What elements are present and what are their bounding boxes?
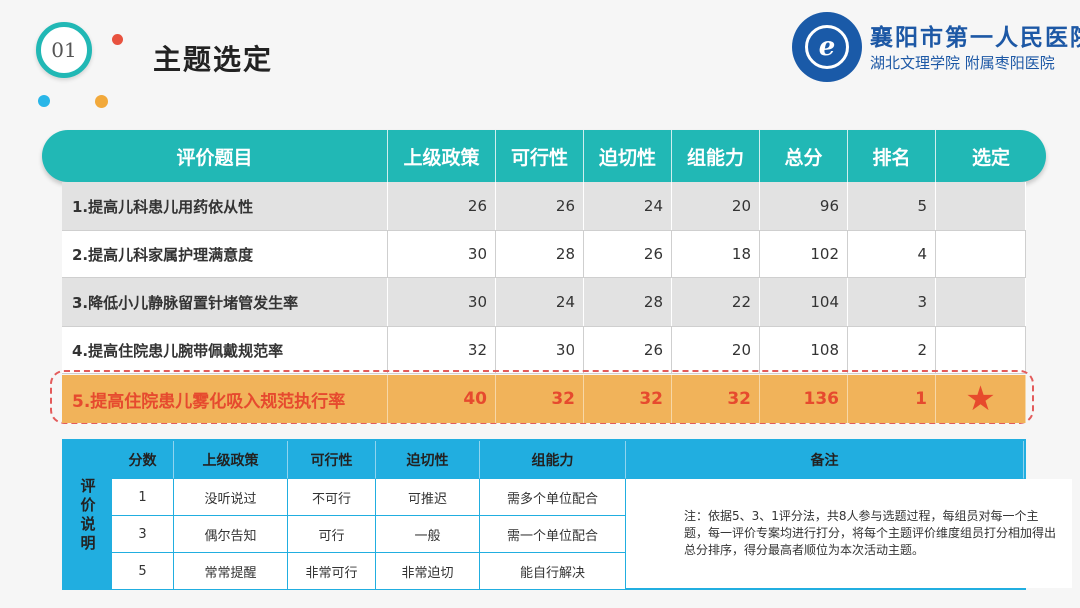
cell-policy: 32 [388,327,496,373]
cell-selected [936,231,1026,277]
legend-col-policy: 上级政策 [174,441,288,479]
evaluation-table-header: 评价题目 上级政策 可行性 迫切性 组能力 总分 排名 选定 [42,130,1046,182]
legend-policy: 没听说过 [174,479,288,516]
cell-rank: 4 [848,231,936,277]
page-title: 主题选定 [153,43,274,76]
cell-ability: 32 [672,375,760,423]
legend-score: 1 [112,479,174,516]
hospital-name: 襄阳市第一人民医院 [870,24,1080,51]
legend-urgency: 一般 [376,516,480,553]
section-number-badge: 01 [36,22,92,78]
cell-policy: 40 [388,375,496,423]
cell-selected [936,278,1026,326]
cell-urgency: 28 [584,278,672,326]
legend-row: 3 偶尔告知 可行 一般 需一个单位配合 [112,516,1024,553]
table-row: 1.提高儿科患儿用药依从性 26 26 24 20 96 5 [62,182,1026,230]
col-header-selected: 选定 [971,146,1010,169]
scoring-legend: 评 价 说 明 分数 上级政策 可行性 迫切性 组能力 备注 1 没听说过 不可… [62,439,1072,590]
evaluation-table: 评价题目 上级政策 可行性 迫切性 组能力 总分 排名 选定 1.提高儿科患儿用… [42,130,1046,374]
legend-urgency: 可推迟 [376,479,480,516]
decor-dot-orange [95,95,108,108]
cell-ability: 22 [672,278,760,326]
cell-rank: 3 [848,278,936,326]
section-number: 01 [51,38,77,62]
cell-feasibility: 30 [496,327,584,373]
table-row: 2.提高儿科家属护理满意度 30 28 26 18 102 4 [62,230,1026,278]
evaluation-table-body: 1.提高儿科患儿用药依从性 26 26 24 20 96 5 2.提高儿科家属护… [62,182,1026,374]
cell-policy: 26 [388,182,496,230]
cell-topic: 2.提高儿科家属护理满意度 [62,231,388,277]
legend-row: 1 没听说过 不可行 可推迟 需多个单位配合 [112,479,1024,516]
cell-total: 102 [760,231,848,277]
cell-urgency: 24 [584,182,672,230]
cell-topic: 4.提高住院患儿腕带佩戴规范率 [62,327,388,373]
col-header-topic: 评价题目 [42,130,388,182]
table-row: 3.降低小儿静脉留置针堵管发生率 30 24 28 22 104 3 [62,278,1026,326]
cell-total: 108 [760,327,848,373]
col-header-ability: 组能力 [672,130,760,182]
cell-rank: 5 [848,182,936,230]
cell-policy: 30 [388,278,496,326]
hospital-logo: e 襄阳市第一人民医院 湖北文理学院 附属枣阳医院 [792,12,1080,84]
cell-selected [936,182,1026,230]
legend-col-urgency: 迫切性 [376,441,480,479]
cell-feasibility: 26 [496,182,584,230]
legend-col-note: 备注 [626,441,1024,479]
legend-row: 5 常常提醒 非常可行 非常迫切 能自行解决 [112,553,1024,590]
cell-selected [936,327,1026,373]
cell-rank: 2 [848,327,936,373]
col-header-total: 总分 [760,130,848,182]
cell-topic: 1.提高儿科患儿用药依从性 [62,182,388,230]
cell-urgency: 26 [584,327,672,373]
legend-header-row: 分数 上级政策 可行性 迫切性 组能力 备注 [112,441,1024,479]
legend-side-label: 评 价 说 明 [64,441,112,588]
legend-score: 3 [112,516,174,553]
legend-policy: 偶尔告知 [174,516,288,553]
legend-feasibility: 可行 [288,516,376,553]
cell-feasibility: 24 [496,278,584,326]
legend-col-score: 分数 [112,441,174,479]
col-header-feasibility: 可行性 [496,130,584,182]
cell-topic: 5.提高住院患儿雾化吸入规范执行率 [62,375,388,423]
cell-total: 136 [760,375,848,423]
legend-policy: 常常提醒 [174,553,288,590]
legend-urgency: 非常迫切 [376,553,480,590]
cell-ability: 20 [672,327,760,373]
legend-feasibility: 非常可行 [288,553,376,590]
table-row: 4.提高住院患儿腕带佩戴规范率 32 30 26 20 108 2 [62,326,1026,374]
cell-total: 96 [760,182,848,230]
legend-col-feasibility: 可行性 [288,441,376,479]
decor-dot-blue [38,95,50,107]
legend-feasibility: 不可行 [288,479,376,516]
cell-feasibility: 28 [496,231,584,277]
star-icon: ★ [965,379,996,419]
col-header-rank: 排名 [848,130,936,182]
legend-score: 5 [112,553,174,590]
decor-dot-red [112,34,123,45]
hospital-emblem-icon: e [792,12,862,82]
cell-topic: 3.降低小儿静脉留置针堵管发生率 [62,278,388,326]
cell-feasibility: 32 [496,375,584,423]
legend-note: 注：依据5、3、1评分法，共8人参与选题过程，每组员对每一个主题，每一评价专案均… [674,479,1072,588]
cell-rank: 1 [848,375,936,423]
legend-ability: 需一个单位配合 [480,516,626,553]
legend-grid: 分数 上级政策 可行性 迫切性 组能力 备注 1 没听说过 不可行 可推迟 需多… [112,441,1072,590]
selected-topic-highlight: 5.提高住院患儿雾化吸入规范执行率 40 32 32 32 136 1 ★ [50,370,1034,424]
cell-total: 104 [760,278,848,326]
cell-ability: 20 [672,182,760,230]
table-row-selected: 5.提高住院患儿雾化吸入规范执行率 40 32 32 32 136 1 ★ [62,375,1032,423]
hospital-affiliation: 湖北文理学院 附属枣阳医院 [870,54,1055,72]
legend-ability: 能自行解决 [480,553,626,590]
cell-urgency: 26 [584,231,672,277]
col-header-policy: 上级政策 [388,130,496,182]
legend-col-ability: 组能力 [480,441,626,479]
col-header-urgency: 迫切性 [584,130,672,182]
cell-selected: ★ [936,375,1026,423]
cell-urgency: 32 [584,375,672,423]
cell-ability: 18 [672,231,760,277]
cell-policy: 30 [388,231,496,277]
legend-ability: 需多个单位配合 [480,479,626,516]
